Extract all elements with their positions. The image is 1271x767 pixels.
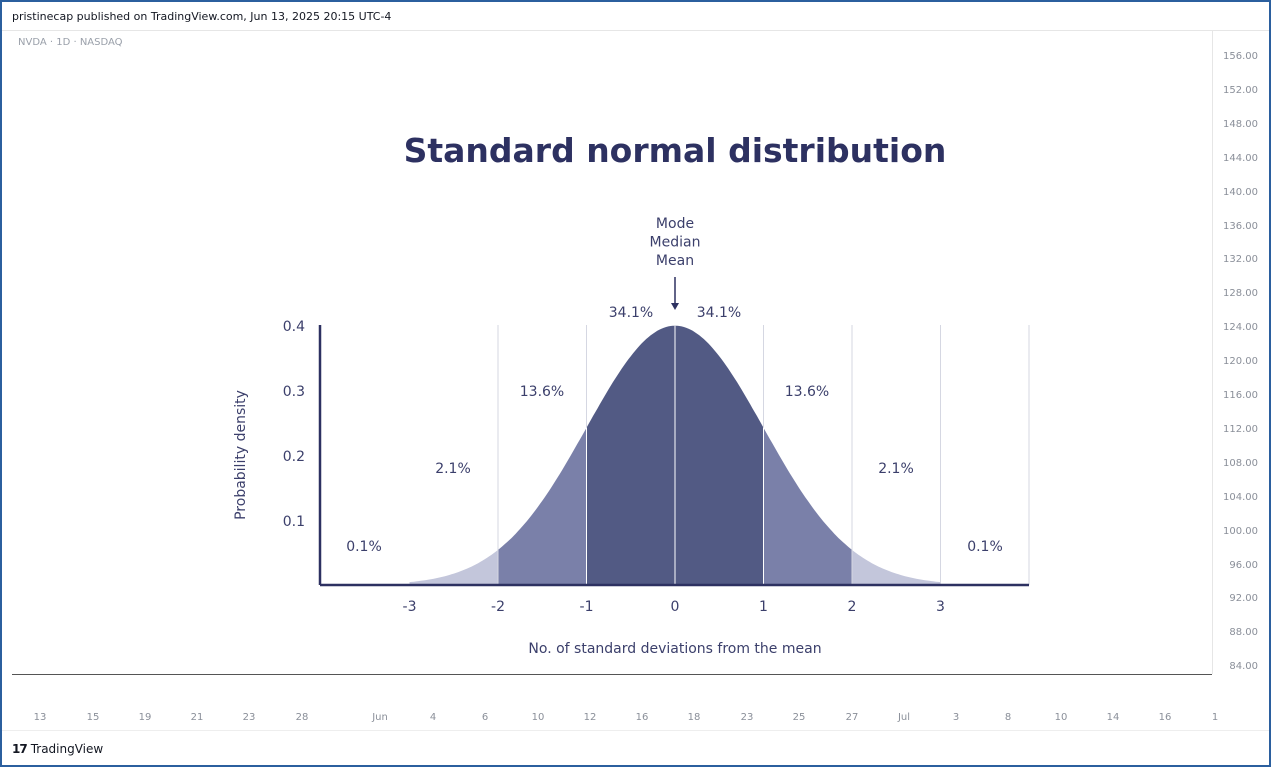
y-tick-label: 0.2: [283, 449, 305, 465]
time-tick: 23: [740, 712, 754, 723]
center-annotation-line: Median: [650, 235, 701, 251]
price-tick: 148.00: [1223, 118, 1258, 130]
time-tick: 19: [138, 712, 152, 723]
region-area: [852, 549, 941, 585]
price-tick: 144.00: [1223, 152, 1258, 164]
time-axis[interactable]: 13 15 19 21 23 28 Jun 4 6 10 12 16 18 23 25 27 Jul 3 8 10 14…: [2, 705, 1219, 729]
time-tick: 16: [1158, 712, 1172, 723]
region-percent-label: 2.1%: [435, 461, 471, 477]
publisher-info: pristinecap published on TradingView.com…: [12, 10, 392, 23]
x-tick-label: 1: [759, 599, 768, 615]
region-area: [498, 427, 587, 585]
time-tick: 23: [242, 712, 256, 723]
annotation-arrow-icon: [671, 303, 679, 310]
axes: [318, 325, 1029, 587]
region-area: [675, 325, 764, 585]
time-tick: 13: [33, 712, 47, 723]
time-tick: 15: [86, 712, 100, 723]
chart-labels: Standard normal distribution 0.1 0.2 0.3 0.4…: [233, 131, 1003, 657]
price-tick: 152.00: [1223, 84, 1258, 96]
time-tick: 28: [295, 712, 309, 723]
time-tick: 4: [429, 712, 437, 723]
gridlines: [497, 325, 1030, 585]
time-tick: 16: [635, 712, 649, 723]
region-percent-label: 2.1%: [878, 461, 914, 477]
region-percent-label: 13.6%: [520, 384, 564, 400]
x-tick-label: 0: [671, 599, 680, 615]
x-tick-label: 3: [936, 599, 945, 615]
price-tick: 84.00: [1229, 661, 1258, 673]
time-tick: 1: [1211, 712, 1219, 723]
time-tick: 3: [952, 712, 960, 723]
region-percent-label: 0.1%: [346, 539, 382, 555]
time-tick: Jul: [897, 712, 911, 723]
time-tick: 27: [845, 712, 859, 723]
time-tick: 21: [190, 712, 204, 723]
price-axis[interactable]: 156.00 152.00 148.00 144.00 140.00 136.00 132.…: [1212, 30, 1270, 674]
price-tick: 128.00: [1223, 288, 1258, 300]
time-tick: 6: [481, 712, 489, 723]
brand-name: TradingView: [30, 742, 104, 756]
x-tick-label: 2: [848, 599, 857, 615]
time-tick: 10: [531, 712, 545, 723]
price-tick: 104.00: [1223, 491, 1258, 503]
time-tick: 18: [687, 712, 701, 723]
x-tick-label: -2: [491, 599, 505, 615]
tradingview-logo-icon: 17: [12, 742, 28, 756]
price-tick: 124.00: [1223, 322, 1258, 334]
price-tick: 92.00: [1229, 593, 1258, 605]
time-tick: 14: [1106, 712, 1120, 723]
price-tick: 120.00: [1223, 356, 1258, 368]
price-tick: 136.00: [1223, 220, 1258, 232]
region-area: [586, 325, 675, 585]
x-tick-label: -3: [403, 599, 417, 615]
y-tick-label: 0.4: [283, 319, 305, 335]
publish-header: pristinecap published on TradingView.com…: [2, 2, 1269, 31]
price-tick: 96.00: [1229, 559, 1258, 571]
price-tick: 140.00: [1223, 186, 1258, 198]
time-tick: Jun: [372, 712, 388, 723]
price-tick: 108.00: [1223, 457, 1258, 469]
region-percent-label: 34.1%: [609, 305, 653, 321]
y-axis-label: Probability density: [233, 390, 249, 520]
time-tick: 10: [1054, 712, 1068, 723]
price-tick: 88.00: [1229, 627, 1258, 639]
time-tick: 25: [792, 712, 806, 723]
y-tick-label: 0.1: [283, 514, 305, 530]
footer-bar: 17 TradingView: [2, 730, 1269, 764]
distribution-regions: [409, 325, 941, 585]
x-tick-label: -1: [580, 599, 594, 615]
time-tick: 8: [1004, 712, 1012, 723]
price-tick: 112.00: [1223, 423, 1258, 435]
x-axis-label: No. of standard deviations from the mean: [528, 641, 821, 657]
price-tick: 116.00: [1223, 390, 1258, 401]
tradingview-brand[interactable]: 17 TradingView: [12, 742, 103, 756]
chart-title: Standard normal distribution: [404, 131, 947, 170]
y-tick-label: 0.3: [283, 384, 305, 400]
normal-distribution-chart: Standard normal distribution 0.1 0.2 0.3 0.4…: [233, 131, 1030, 657]
region-percent-label: 34.1%: [697, 305, 741, 321]
center-annotation-line: Mode: [656, 216, 694, 232]
region-percent-label: 13.6%: [785, 384, 829, 400]
price-tick: 156.00: [1223, 51, 1258, 62]
symbol-info: NVDA · 1D · NASDAQ: [18, 37, 123, 48]
region-percent-label: 0.1%: [967, 539, 1003, 555]
time-tick: 12: [583, 712, 597, 723]
region-area: [763, 427, 852, 585]
region-area: [409, 549, 498, 585]
price-tick: 100.00: [1223, 525, 1258, 537]
center-annotation-line: Mean: [656, 253, 694, 269]
price-tick: 132.00: [1223, 254, 1258, 266]
horizontal-line[interactable]: [12, 674, 1212, 675]
